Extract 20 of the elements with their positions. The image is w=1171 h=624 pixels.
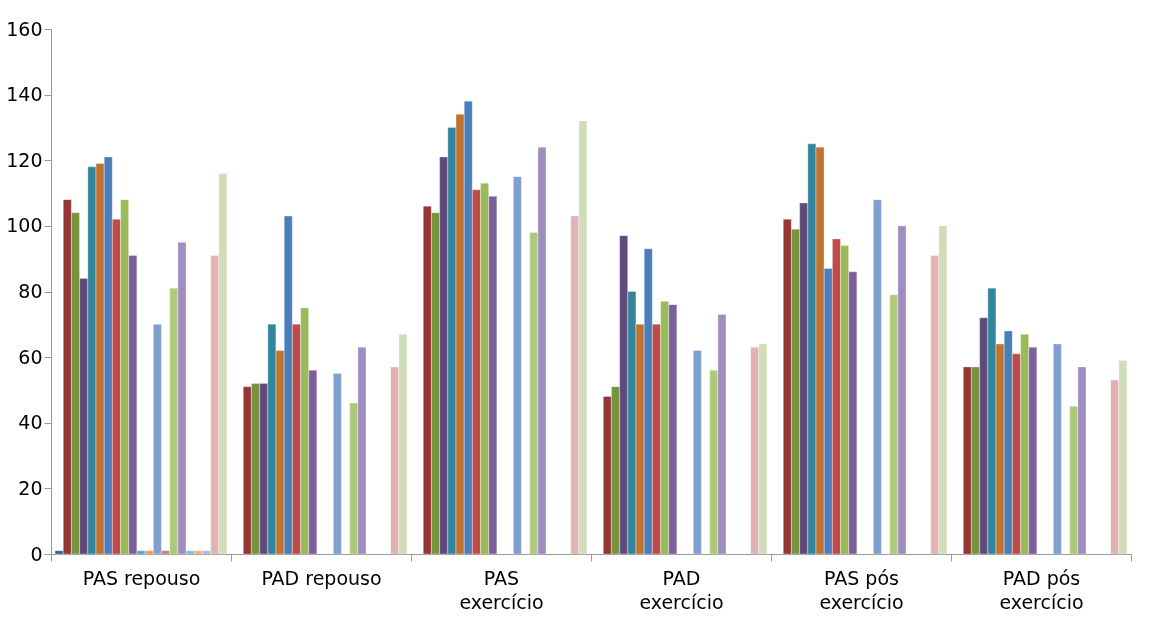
x-tick-label: PAS pós exercício bbox=[819, 566, 904, 613]
y-tick-label: 160 bbox=[6, 17, 43, 40]
bar bbox=[333, 373, 342, 555]
bar bbox=[693, 350, 702, 555]
y-tick-label: 80 bbox=[18, 280, 43, 302]
bar bbox=[513, 176, 522, 555]
y-tick-label: 20 bbox=[18, 476, 43, 499]
y-tick-label: 60 bbox=[18, 345, 43, 368]
y-tick-label: 0 bbox=[30, 542, 43, 565]
y-tick-label: 100 bbox=[6, 214, 43, 237]
y-tick-label: 140 bbox=[6, 83, 43, 106]
y-tick-label: 120 bbox=[6, 148, 43, 171]
bar bbox=[1053, 343, 1062, 555]
x-tick-label: PAS exercício bbox=[459, 566, 544, 613]
bar bbox=[873, 199, 882, 555]
x-tick-label: PAD exercício bbox=[639, 566, 724, 613]
x-tick-label: PAD repouso bbox=[261, 566, 382, 589]
y-tick-label: 40 bbox=[18, 411, 43, 434]
x-tick-label: PAS repouso bbox=[82, 566, 201, 589]
x-tick-label: PAD pós exercício bbox=[999, 566, 1084, 613]
